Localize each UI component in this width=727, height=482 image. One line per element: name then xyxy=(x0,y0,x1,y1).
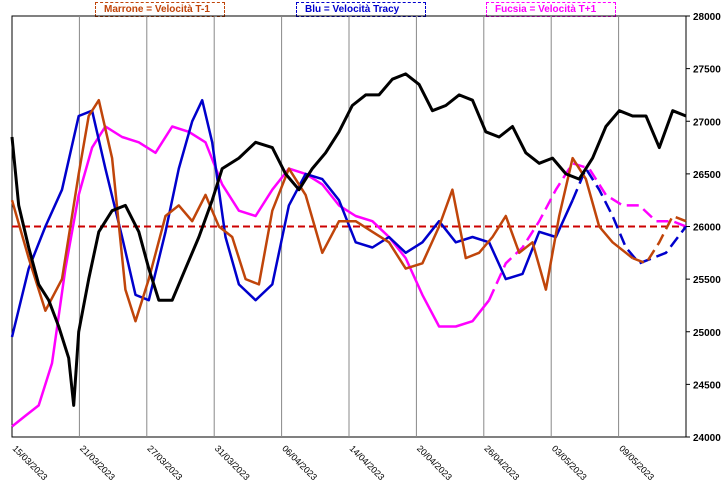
x-tick-label: 27/03/2023 xyxy=(145,443,184,482)
velocita-tracy-line xyxy=(10,98,574,338)
y-tick-label: 24500 xyxy=(693,380,721,391)
y-tick-label: 24000 xyxy=(693,433,721,444)
x-tick-label: 03/05/2023 xyxy=(550,443,589,482)
x-tick-label: 31/03/2023 xyxy=(213,443,252,482)
velocita-t-1-line xyxy=(10,98,634,323)
y-tick-label: 26500 xyxy=(693,170,721,181)
y-tick-label: 25000 xyxy=(693,328,721,339)
x-tick-label: 15/03/2023 xyxy=(11,443,50,482)
velocita-t-plus-1-line-projection xyxy=(487,162,687,301)
y-tick-label: 28000 xyxy=(693,12,721,23)
velocita-tracy-line-projection xyxy=(571,167,687,265)
price-line xyxy=(10,72,687,407)
y-tick-label: 26000 xyxy=(693,223,721,234)
y-tick-label: 25500 xyxy=(693,275,721,286)
x-tick-label: 14/04/2023 xyxy=(348,443,387,482)
x-tick-label: 06/04/2023 xyxy=(280,443,319,482)
x-tick-label: 21/03/2023 xyxy=(78,443,117,482)
y-tick-label: 27500 xyxy=(693,65,721,76)
velocita-t-1-line-projection xyxy=(632,214,687,265)
velocita-t-plus-1-line xyxy=(11,125,491,428)
x-tick-label: 26/04/2023 xyxy=(482,443,521,482)
y-tick-label: 27000 xyxy=(693,117,721,128)
x-tick-label: 09/05/2023 xyxy=(617,443,656,482)
x-tick-label: 20/04/2023 xyxy=(415,443,454,482)
